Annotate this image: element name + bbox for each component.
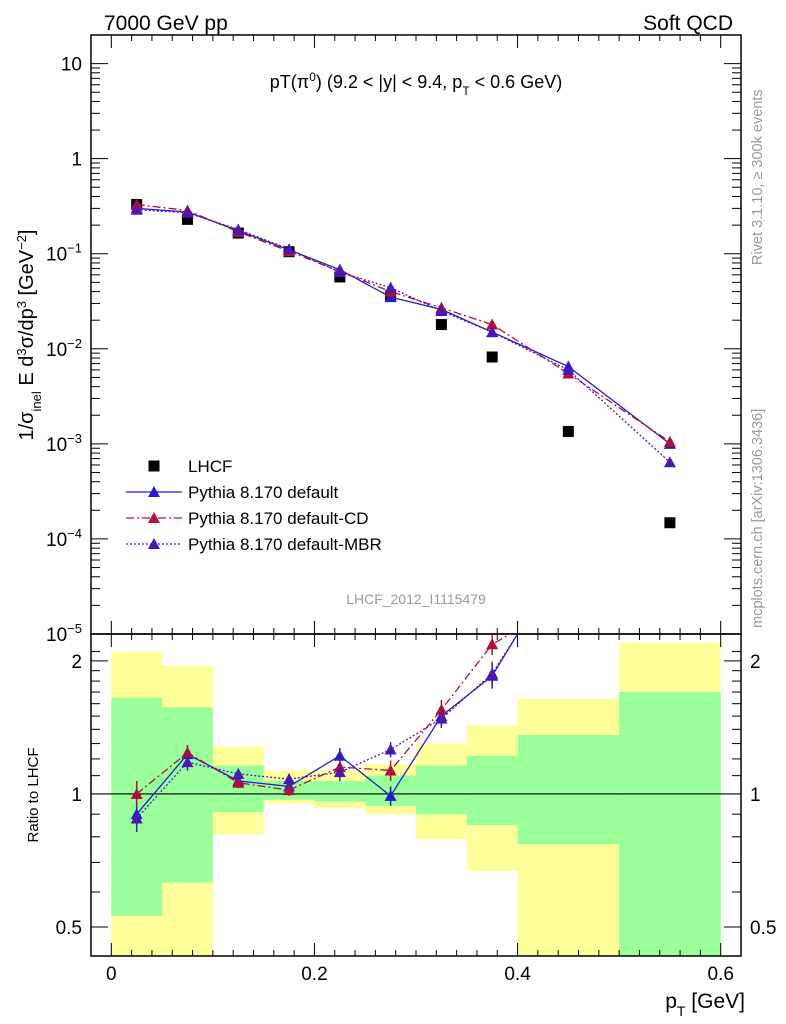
y-tick-label: 1 — [71, 785, 82, 806]
legend-label: LHCF — [188, 457, 232, 476]
data-point — [435, 319, 447, 331]
x-tick-label: 0.6 — [707, 964, 733, 985]
data-point — [130, 787, 143, 799]
ratio-line — [136, 634, 519, 819]
y-tick-label: 2 — [71, 652, 82, 673]
data-point — [181, 756, 194, 768]
data-point — [562, 425, 574, 437]
series-data — [131, 198, 676, 529]
data-point — [130, 812, 143, 824]
y-tick-label: 0.5 — [56, 918, 82, 939]
ratio-bands — [111, 642, 721, 956]
data-point — [664, 517, 676, 529]
y-tick-label: 10−4 — [46, 526, 82, 551]
data-point — [130, 203, 143, 215]
data-point — [435, 304, 448, 316]
data-point — [486, 667, 499, 679]
data-point — [283, 243, 296, 255]
ratio-band-inner — [314, 780, 366, 802]
main-panel: LHCF Pythia 8.170 default Pythia 8.170 def… — [14, 34, 742, 646]
data-point — [333, 749, 346, 761]
rivet-label: Rivet 3.1.10, ≥ 300k events — [750, 89, 766, 265]
legend-marker — [148, 486, 160, 497]
y-tick-label: 10−1 — [46, 241, 82, 266]
data-point — [486, 318, 499, 330]
legend-marker — [148, 460, 160, 472]
y-tick-label: 10 — [61, 55, 82, 76]
legend-marker — [148, 538, 160, 549]
data-point — [435, 712, 448, 724]
category-label: Soft QCD — [643, 12, 733, 35]
data-point — [232, 223, 245, 235]
data-point — [486, 351, 498, 363]
data-point — [283, 784, 296, 796]
data-point — [232, 767, 245, 779]
ratio-band-inner — [619, 692, 721, 956]
data-point — [486, 638, 499, 650]
ratio-band-inner — [162, 707, 213, 883]
y-tick-label: 0.5 — [750, 918, 776, 939]
collision-label: 7000 GeV pp — [104, 12, 228, 35]
y-tick-label: 10−5 — [46, 621, 82, 646]
data-point — [384, 743, 397, 755]
data-point — [283, 773, 296, 785]
data-point — [333, 266, 346, 278]
series-mc-1 — [130, 202, 676, 449]
legend-label: Pythia 8.170 default-MBR — [188, 535, 382, 554]
legend-label: Pythia 8.170 default-CD — [188, 509, 369, 528]
ratio-band-inner — [466, 755, 518, 826]
series-mc-2 — [130, 198, 676, 447]
legend-label: Pythia 8.170 default — [188, 483, 339, 502]
data-point — [181, 213, 193, 225]
ratio-series-3 — [130, 634, 519, 833]
y-tick-label: 10−2 — [46, 336, 82, 361]
legend-marker — [148, 512, 160, 523]
main-title: pT(π0) (9.2 < |y| < 9.4, pT < 0.6 GeV) — [270, 70, 562, 98]
x-tick-label: 0.2 — [301, 964, 327, 985]
series-line — [136, 209, 671, 463]
y-tick-label: 2 — [750, 652, 761, 673]
ratio-band-inner — [416, 765, 467, 815]
series-line — [136, 203, 671, 443]
main-y-axis-label: 1/σinel E d3σ/dp3 [GeV−2] — [14, 229, 44, 440]
data-point — [181, 746, 194, 758]
data-point — [562, 363, 575, 375]
series-mc-3 — [130, 203, 676, 468]
y-tick-label: 1 — [71, 150, 82, 171]
data-point — [333, 766, 346, 778]
ratio-y-axis-label: Ratio to LHCF — [25, 747, 42, 842]
data-point — [181, 206, 194, 218]
data-point — [384, 764, 397, 776]
data-point — [384, 281, 397, 293]
x-tick-label: 0.4 — [504, 964, 531, 985]
data-point — [232, 776, 245, 788]
y-tick-label: 1 — [750, 785, 761, 806]
data-point — [435, 703, 448, 715]
mcplots-label: mcplots.cern.ch [arXiv:1306.3436] — [750, 409, 766, 628]
ratio-band-inner — [517, 734, 620, 845]
series-line — [136, 207, 671, 445]
data-point — [663, 456, 676, 468]
x-axis-label: pT [GeV] — [665, 990, 745, 1019]
y-tick-label: 10−3 — [46, 431, 82, 456]
legend: LHCF Pythia 8.170 default Pythia 8.170 def… — [126, 457, 382, 554]
data-point — [663, 435, 676, 447]
x-tick-label: 0 — [106, 964, 117, 985]
data-point — [384, 291, 397, 303]
ratio-panel: Ratio to LHCF pT [GeV] 0 0.2 0.4 0.6 0.5 0.5 1… — [25, 633, 776, 1019]
analysis-label: LHCF_2012_I1115479 — [346, 591, 486, 607]
data-point — [384, 789, 397, 801]
data-point — [486, 326, 499, 338]
